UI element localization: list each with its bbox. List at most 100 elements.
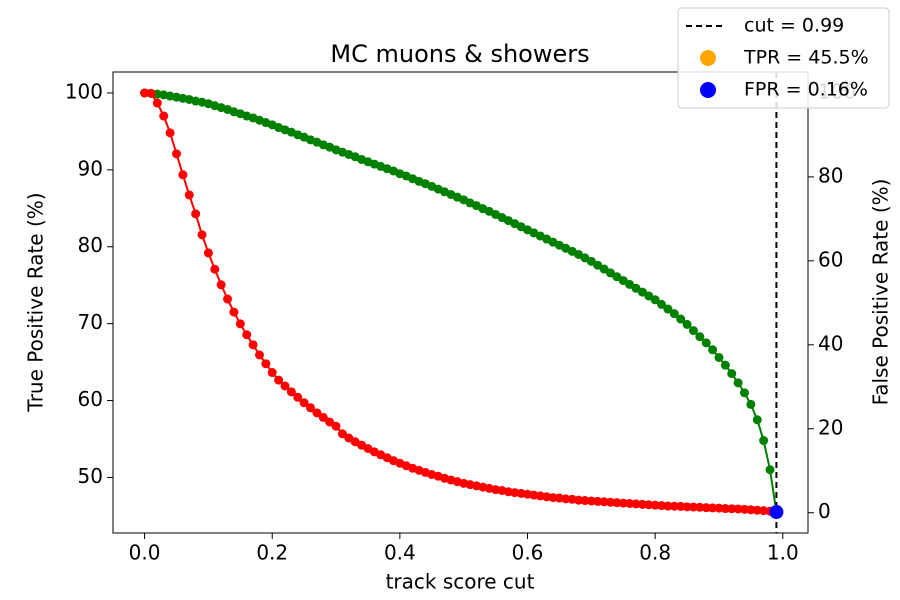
point: [663, 304, 673, 314]
point: [325, 417, 335, 427]
point: [159, 111, 169, 121]
point: [650, 295, 660, 305]
point: [676, 314, 686, 324]
point: [586, 496, 596, 506]
point: [306, 403, 316, 413]
point: [337, 429, 347, 439]
chart-title: MC muons & showers: [330, 40, 589, 68]
series-line: [144, 91, 777, 514]
point: [688, 326, 698, 336]
x-axis-label: track score cut: [386, 570, 535, 594]
y-tick-label: 70: [78, 310, 103, 334]
y2-tick-label: 40: [818, 331, 843, 355]
y2-tick-label: 0: [818, 499, 831, 523]
point: [267, 368, 277, 378]
point: [593, 496, 603, 506]
point: [682, 502, 692, 512]
point: [631, 499, 641, 509]
point: [191, 209, 201, 219]
point: [676, 501, 686, 511]
point: [184, 190, 194, 200]
point: [695, 332, 705, 342]
point: [739, 388, 749, 398]
point: [701, 503, 711, 513]
point: [752, 505, 762, 515]
point: [759, 436, 769, 446]
point: [765, 465, 775, 475]
legend-label: FPR = 0.16%: [744, 79, 868, 101]
point: [293, 392, 303, 402]
point: [152, 98, 162, 108]
x-tick-label: 0.6: [512, 541, 544, 565]
point: [657, 501, 667, 511]
point: [312, 408, 322, 418]
point: [669, 501, 679, 511]
point: [172, 149, 182, 159]
point: [739, 504, 749, 514]
point: [727, 369, 737, 379]
point: [299, 398, 309, 408]
point: [561, 494, 571, 504]
point: [644, 500, 654, 510]
y-tick-label: 60: [78, 387, 103, 411]
marker: [769, 505, 784, 520]
point: [229, 307, 239, 317]
point: [682, 319, 692, 329]
point: [318, 412, 328, 422]
point: [714, 352, 724, 362]
point: [746, 505, 756, 515]
point: [720, 360, 730, 370]
point: [688, 502, 698, 512]
legend-swatch: [700, 50, 716, 66]
point: [746, 399, 756, 409]
point: [574, 495, 584, 505]
point: [663, 501, 673, 511]
point: [235, 319, 245, 329]
point: [242, 330, 252, 340]
point: [650, 500, 660, 510]
point: [727, 504, 737, 514]
x-tick-label: 0.0: [129, 541, 161, 565]
point: [280, 381, 290, 391]
point: [331, 421, 341, 431]
point: [254, 350, 264, 360]
legend-label: cut = 0.99: [744, 15, 844, 37]
point: [720, 504, 730, 514]
point: [695, 502, 705, 512]
point: [618, 498, 628, 508]
point: [140, 88, 150, 98]
point: [599, 497, 609, 507]
legend-swatch: [700, 82, 716, 98]
y2-tick-label: 20: [818, 415, 843, 439]
legend: cut = 0.99 TPR = 45.5% FPR = 0.16%: [677, 7, 890, 109]
y-tick-label: 100: [65, 79, 103, 103]
point: [669, 309, 679, 319]
y2-tick-label: 60: [818, 247, 843, 271]
point: [146, 88, 156, 98]
point: [197, 230, 207, 240]
y-tick-label: 50: [78, 464, 103, 488]
point: [223, 294, 233, 304]
x-tick-label: 0.8: [639, 541, 671, 565]
point: [637, 499, 647, 509]
point: [708, 503, 718, 513]
point: [548, 493, 558, 503]
point: [733, 504, 743, 514]
y2-axis-label: False Positive Rate (%): [869, 179, 893, 406]
x-tick-label: 1.0: [767, 541, 799, 565]
legend-label: TPR = 45.5%: [743, 47, 869, 69]
point: [708, 345, 718, 355]
point: [210, 264, 220, 274]
point: [625, 498, 635, 508]
point: [248, 340, 258, 350]
point: [701, 338, 711, 348]
y-axis-label: True Positive Rate (%): [24, 192, 48, 412]
legend-box: [677, 7, 890, 109]
series-line: [144, 91, 778, 513]
point: [605, 497, 615, 507]
point: [733, 378, 743, 388]
y-tick-label: 80: [78, 233, 103, 257]
x-tick-label: 0.4: [384, 541, 416, 565]
point: [580, 496, 590, 506]
point: [714, 503, 724, 513]
